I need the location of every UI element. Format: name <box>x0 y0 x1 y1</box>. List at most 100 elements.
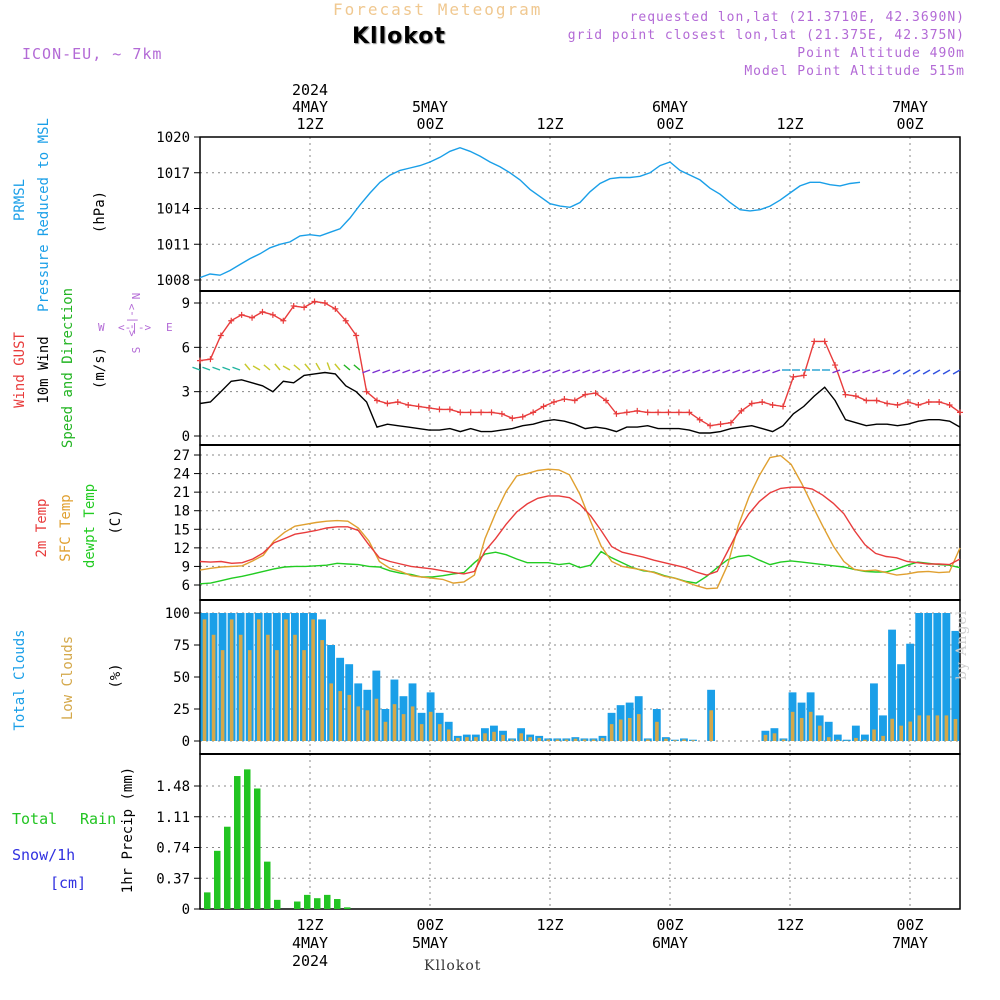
y-tick-label: 0.37 <box>156 871 190 887</box>
gust-marker <box>405 401 412 408</box>
low-cloud-bar <box>519 733 523 741</box>
low-cloud-bar <box>211 634 216 741</box>
cloud-bar <box>860 734 869 741</box>
rain-bar <box>294 901 301 909</box>
y-tick-label: 9 <box>182 296 190 312</box>
wind-direction-arrow <box>732 369 741 374</box>
gust-marker <box>655 409 662 416</box>
low-cloud-bar <box>763 734 768 741</box>
gust-marker <box>561 396 568 403</box>
precip-total-label: Total <box>12 810 57 828</box>
y-tick-label: 24 <box>173 467 190 483</box>
gust-marker <box>904 399 911 406</box>
low-cloud-bar <box>510 739 514 741</box>
wind-direction-arrow <box>922 369 931 375</box>
y-tick-label: 6 <box>182 340 190 356</box>
top-time-label: 7MAY <box>892 98 928 116</box>
top-time-label: 2024 <box>292 81 328 99</box>
wind-direction-arrow <box>252 365 261 371</box>
gust-marker <box>686 409 693 416</box>
series-line-10m-wind <box>199 371 961 434</box>
low-cloud-bar <box>474 737 478 741</box>
wind-direction-arrow <box>442 369 451 374</box>
rain-bar <box>264 861 271 909</box>
wind-direction-arrow <box>582 369 591 374</box>
wind-direction-arrow <box>472 369 481 374</box>
wind-direction-arrow <box>263 364 271 371</box>
rain-bar <box>334 899 341 909</box>
gust-marker <box>550 399 557 406</box>
low-cloud-bar <box>311 619 315 741</box>
low-cloud-bar <box>247 650 252 741</box>
gust-marker <box>707 422 714 429</box>
temp-dewpt-label: dewpt Temp <box>82 484 98 568</box>
wind-direction-arrow <box>642 369 651 374</box>
low-cloud-bar <box>293 634 297 741</box>
precip-cm-label: [cm] <box>50 874 86 892</box>
low-cloud-bar <box>275 650 279 741</box>
gust-marker <box>228 317 235 324</box>
cloud-bar <box>842 739 851 741</box>
wind-direction-arrow <box>932 369 941 375</box>
gust-marker <box>280 317 287 324</box>
gust-marker <box>363 388 370 395</box>
y-tick-label: 1008 <box>156 273 190 289</box>
point-altitude: Point Altitude 490m <box>797 46 965 61</box>
rain-bar <box>244 769 251 909</box>
wind-direction-arrow <box>372 369 381 374</box>
low-cloud-bar <box>383 721 388 741</box>
gust-marker <box>332 305 339 312</box>
wind-direction-arrow <box>304 363 311 371</box>
gust-marker <box>842 391 849 398</box>
top-time-label: 12Z <box>296 115 323 133</box>
y-tick-label: 3 <box>182 385 190 401</box>
panel-temperature: 6 9 12 15 18 21 24 27 <box>173 444 961 601</box>
bottom-time-label: 7MAY <box>892 934 928 952</box>
low-cloud-bar <box>673 740 677 741</box>
low-cloud-bar <box>917 715 922 741</box>
low-cloud-bar <box>284 619 288 741</box>
low-cloud-bar <box>329 683 333 741</box>
compass-we-arrow: <-|-> <box>118 321 151 334</box>
low-cloud-bar <box>582 739 587 741</box>
wind-direction-arrow <box>482 369 491 374</box>
compass-w: W <box>98 321 105 334</box>
low-cloud-bar <box>573 738 578 741</box>
wind-direction-arrow <box>872 369 881 374</box>
low-cloud-bar <box>908 721 913 741</box>
requested-coords: requested lon,lat (21.3710E, 42.3690N) <box>629 10 965 25</box>
rain-bar <box>324 894 331 909</box>
precip-unit-label: 1hr Precip (mm) <box>120 767 136 893</box>
gust-marker <box>238 311 245 318</box>
low-cloud-bar <box>428 711 433 741</box>
compass-e: E <box>166 321 173 334</box>
low-cloud-bar <box>890 718 894 741</box>
low-cloud-bar <box>682 739 686 741</box>
top-time-label: 12Z <box>536 115 563 133</box>
wind-direction-arrow <box>542 369 551 374</box>
bottom-time-label: 2024 <box>292 952 328 970</box>
low-cloud-bar <box>944 715 949 741</box>
wind-direction-arrow <box>222 366 231 371</box>
wind-direction-arrow <box>232 366 241 371</box>
rain-bar <box>304 894 311 909</box>
gust-marker <box>342 317 349 324</box>
wind-direction-arrow <box>392 369 401 374</box>
gust-marker <box>717 421 724 428</box>
wind-direction-arrow <box>192 366 201 371</box>
pressure-unit-label: (hPa) <box>92 191 108 233</box>
y-tick-label: 6 <box>182 578 190 594</box>
gust-marker <box>759 399 766 406</box>
wind-direction-arrow <box>422 369 431 374</box>
wind-direction-arrow <box>532 369 541 374</box>
wind-direction-arrow <box>274 363 281 371</box>
gust-marker <box>852 393 859 400</box>
low-cloud-bar <box>881 735 885 741</box>
low-cloud-bar <box>935 715 940 741</box>
gust-marker <box>321 300 328 306</box>
y-tick-label: 0.74 <box>156 841 190 857</box>
low-cloud-bar <box>392 704 397 741</box>
top-time-label: 00Z <box>656 115 683 133</box>
gust-marker <box>353 332 360 339</box>
low-cloud-bar <box>564 739 569 741</box>
